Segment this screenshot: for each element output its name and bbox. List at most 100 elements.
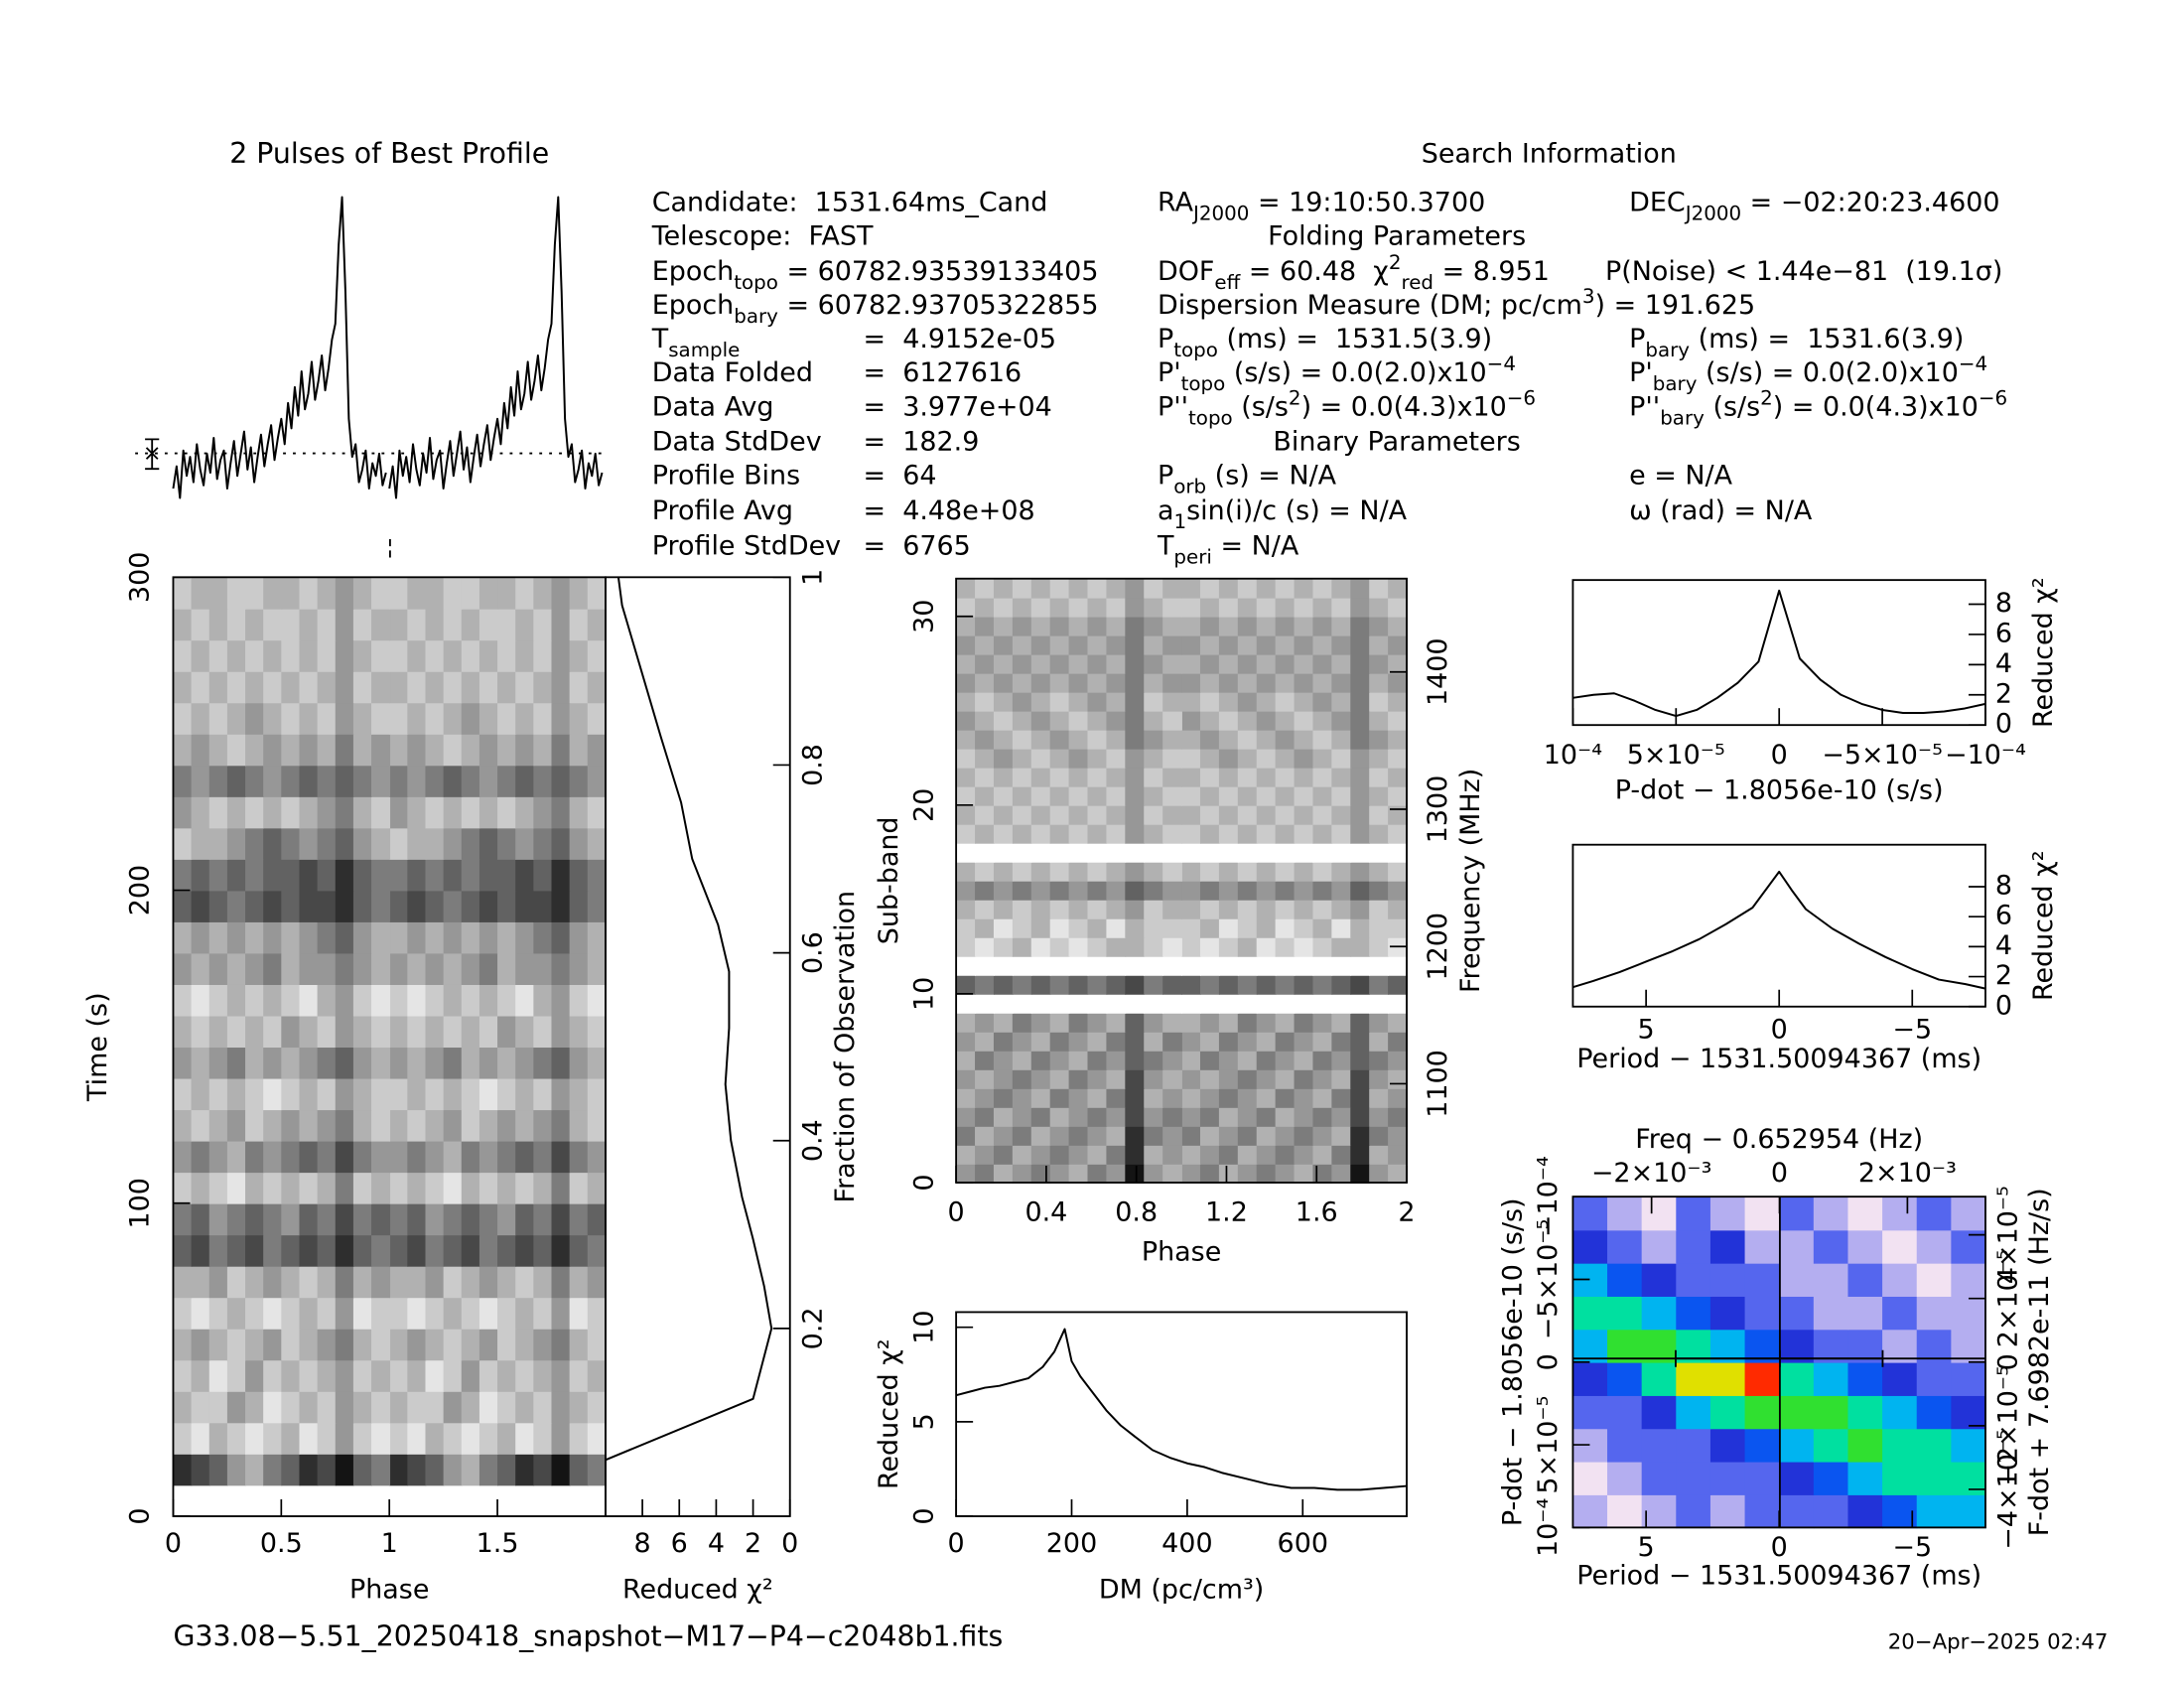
- heat-cell: [352, 952, 372, 985]
- heat-cell: [515, 608, 535, 641]
- y-tick-label: 0.6: [797, 931, 828, 974]
- heat-cell: [335, 733, 354, 767]
- heat-cell: [1087, 653, 1108, 674]
- y-tick-label: 5: [908, 1413, 939, 1430]
- heat-cell: [1106, 955, 1127, 976]
- heat-cell: [1162, 804, 1182, 825]
- heat-cell: [587, 1484, 607, 1517]
- heat-cell: [335, 952, 354, 985]
- heat-cell: [533, 1359, 553, 1392]
- heat-cell: [1350, 672, 1371, 693]
- heat-cell: [1106, 767, 1127, 787]
- heat-cell: [533, 1172, 553, 1204]
- heat-cell: [299, 1265, 319, 1299]
- heat-cell: [317, 1015, 337, 1049]
- heat-cell: [1709, 1461, 1746, 1495]
- x-axis-title: Period − 1531.50094367 (ms): [1576, 1044, 1981, 1074]
- heat-cell: [263, 1077, 283, 1111]
- heat-cell: [1350, 1125, 1371, 1146]
- heat-cell: [443, 702, 463, 735]
- heat-cell: [1256, 616, 1277, 636]
- heat-cell: [1709, 1361, 1746, 1396]
- heat-cell: [975, 1012, 995, 1033]
- heat-cell: [1312, 1068, 1333, 1089]
- heat-cell: [1237, 1012, 1258, 1033]
- heat-cell: [1331, 861, 1352, 882]
- heat-cell: [1237, 955, 1258, 976]
- heat-cell: [1106, 710, 1127, 731]
- heat-cell: [1237, 993, 1258, 1014]
- heat-cell: [443, 827, 463, 860]
- heat-cell: [1218, 1144, 1239, 1165]
- heat-cell: [245, 1453, 265, 1486]
- heat-cell: [245, 702, 265, 735]
- heat-cell: [1030, 1144, 1051, 1165]
- y-axis-title: Reduced χ²: [2028, 577, 2059, 728]
- heat-cell: [1369, 1012, 1389, 1033]
- heat-cell: [1030, 729, 1051, 750]
- heat-cell: [1049, 842, 1070, 863]
- heat-cell: [533, 765, 553, 797]
- heat-cell: [1125, 1163, 1146, 1184]
- heat-cell: [335, 1140, 354, 1174]
- heat-cell: [317, 733, 337, 767]
- heat-cell: [245, 984, 265, 1017]
- heat-cell: [1951, 1329, 1986, 1363]
- heat-cell: [208, 984, 228, 1017]
- heat-cell: [1369, 1125, 1389, 1146]
- overlays: [135, 438, 1985, 1528]
- heat-cell: [173, 952, 193, 985]
- heat-cell: [1916, 1428, 1953, 1463]
- heat-cell: [587, 1234, 607, 1267]
- heat-cell: [1256, 993, 1277, 1014]
- heat-cell: [1162, 1068, 1182, 1089]
- y2-tick-label: 1100: [1423, 1050, 1453, 1118]
- heat-cell: [1779, 1262, 1815, 1297]
- heat-cell: [281, 1202, 301, 1236]
- heat-cell: [1237, 691, 1258, 712]
- heat-cell: [389, 1484, 409, 1517]
- heat-cell: [1012, 1144, 1032, 1165]
- heat-cell: [1275, 823, 1296, 844]
- x-tick-label: 0.4: [1024, 1197, 1067, 1228]
- heat-cell: [352, 1359, 372, 1392]
- heat-cell: [208, 1109, 228, 1142]
- heat-cell: [1572, 1229, 1608, 1264]
- heat-cell: [1106, 634, 1127, 655]
- heat-cell: [1294, 1144, 1314, 1165]
- heat-cell: [1256, 1125, 1277, 1146]
- heat-cell: [1294, 936, 1314, 957]
- heat-cell: [335, 1390, 354, 1424]
- heat-cell: [208, 1047, 228, 1079]
- info-line: Profile StdDev: [652, 531, 841, 562]
- heat-cell: [263, 765, 283, 797]
- heat-cell: [317, 608, 337, 641]
- heat-cell: [1125, 804, 1146, 825]
- heat-cell: [1275, 597, 1296, 618]
- heat-cell: [1312, 1050, 1333, 1070]
- heat-cell: [1181, 1087, 1201, 1108]
- info-line: P''bary (s/s2) = 0.0(4.3)x10−6: [1629, 386, 2007, 429]
- info-text: Binary Parameters: [1273, 427, 1520, 458]
- heat-cell: [226, 1077, 246, 1111]
- heat-cell: [1294, 653, 1314, 674]
- heat-cell: [551, 1047, 571, 1079]
- heat-cell: [1294, 729, 1314, 750]
- heat-cell: [956, 1012, 976, 1033]
- heat-cell: [425, 1047, 445, 1079]
- heat-cell: [299, 733, 319, 767]
- heat-cell: [1275, 936, 1296, 957]
- heat-cell: [1012, 691, 1032, 712]
- heat-cell: [1068, 917, 1089, 938]
- heat-cell: [1087, 842, 1108, 863]
- info-text: Candidate: 1531.64ms_Cand: [652, 188, 1048, 218]
- heat-cell: [1237, 823, 1258, 844]
- heat-cell: [1350, 1050, 1371, 1070]
- heat-cell: [587, 639, 607, 672]
- heat-cell: [226, 890, 246, 922]
- heat-cell: [569, 670, 589, 704]
- heat-cell: [1012, 1012, 1032, 1033]
- heat-cell: [281, 1047, 301, 1079]
- info-text: P(Noise) < 1.44e−81 (19.1σ): [1605, 256, 2002, 287]
- heat-cell: [1181, 917, 1201, 938]
